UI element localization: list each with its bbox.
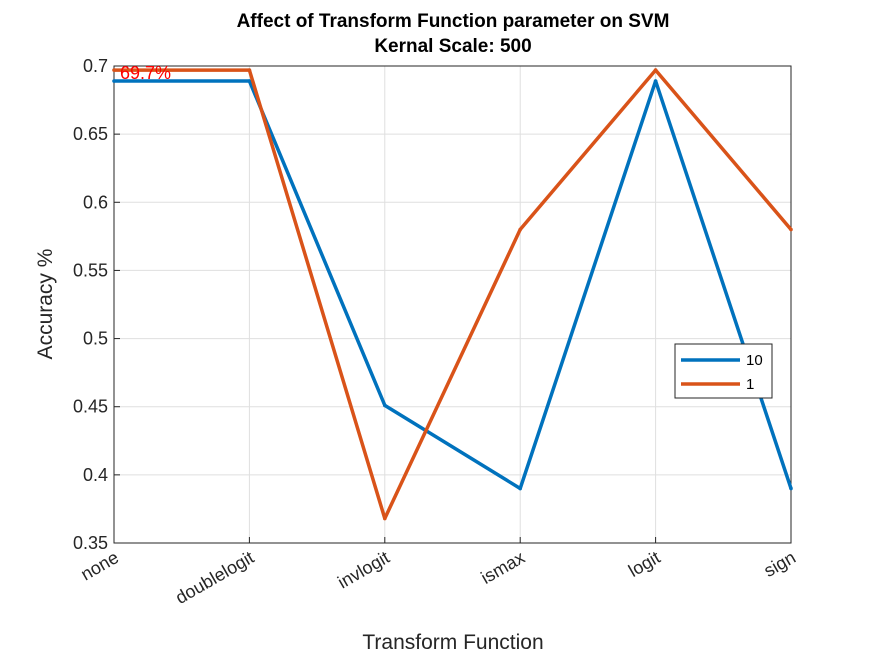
y-tick-label: 0.6 (83, 192, 108, 212)
data-point (247, 79, 252, 83)
chart-subtitle: Kernal Scale: 500 (374, 36, 531, 57)
x-tick-label: ismax (477, 547, 528, 588)
data-point (383, 403, 387, 408)
data-point (247, 68, 252, 72)
y-tick-label: 0.55 (73, 260, 108, 280)
x-axis-ticks: none doublelogit invlogit ismax logit sign (77, 537, 799, 608)
y-tick-label: 0.45 (73, 397, 108, 417)
x-tick-label: sign (760, 547, 799, 581)
y-tick-label: 0.4 (83, 465, 108, 485)
y-axis-label: Accuracy % (34, 249, 57, 360)
x-tick-label: invlogit (334, 547, 393, 592)
data-point (112, 68, 116, 72)
data-point (789, 227, 793, 232)
x-tick-label: logit (625, 547, 664, 581)
grid (113, 65, 792, 544)
plot-area (113, 65, 792, 544)
x-axis-label: Transform Function (362, 631, 543, 654)
x-tick-label: doublelogit (172, 547, 257, 608)
data-point (112, 79, 116, 83)
chart-title: Affect of Transform Function parameter o… (237, 11, 670, 32)
legend: 10 1 (674, 343, 773, 399)
y-tick-label: 0.5 (83, 329, 108, 349)
series-lines (112, 68, 793, 521)
y-tick-label: 0.35 (73, 533, 108, 553)
data-point (653, 68, 658, 72)
annotations: 69.7% (120, 63, 171, 83)
annotation-label: 69.7% (120, 63, 171, 83)
data-point (789, 486, 793, 491)
legend-label-1: 1 (746, 376, 754, 393)
y-tick-label: 0.65 (73, 124, 108, 144)
data-point (518, 227, 522, 232)
legend-box (674, 343, 773, 399)
legend-label-10: 10 (746, 352, 763, 369)
data-point (518, 486, 522, 491)
data-point (653, 79, 658, 83)
y-tick-label: 0.7 (83, 56, 108, 76)
data-point (383, 516, 387, 521)
series-line-10 (114, 79, 793, 491)
y-axis-ticks: 0.35 0.4 0.45 0.5 0.55 0.6 0.65 0.7 (73, 56, 120, 553)
series-line-1 (114, 68, 793, 521)
